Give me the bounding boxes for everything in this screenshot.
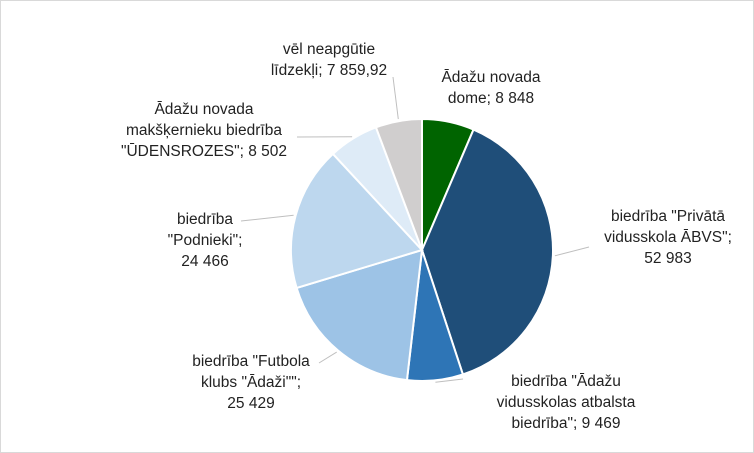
pie-slice-4 [290,152,424,290]
slice-label-line: klubs "Ādaži""; [200,374,302,391]
slice-label-line: biedrība "Privātā [610,208,726,225]
slice-label-3: biedrība "Futbola klubs "Ādaži""; 25 429 [176,351,326,414]
leader-line-6 [392,76,399,120]
slice-label-line: biedrība"; 9 469 [511,415,621,432]
slice-label-5: Ādažu novada makšķernieku biedrība "ŪDENSR… [109,99,299,162]
slice-label-line: līdzekļi; 7 859,92 [270,62,388,79]
slice-label-line: Ādažu novada [441,69,541,86]
slice-label-line: vidusskola ĀBVS"; [604,229,732,246]
slice-label-line: dome; 8 848 [447,90,535,107]
pie-slice-6 [374,117,423,251]
slice-label-line: biedrība [176,211,233,228]
slice-label-6: vēl neapgūtie līdzekļi; 7 859,92 [251,39,407,81]
slice-label-line: makšķernieku biedrība [126,122,282,139]
pie-slice-1 [420,128,554,376]
slice-label-line: "ŪDENSROZES"; 8 502 [120,143,288,160]
slice-label-line: "Podnieki"; [167,232,243,249]
leader-line-4 [240,214,294,222]
slice-label-0: Ādažu novada dome; 8 848 [431,67,551,109]
slice-label-line: 25 429 [227,395,275,412]
slice-label-line: vēl neapgūtie [282,41,376,58]
slice-label-2: biedrība "Ādažu vidusskolas atbalsta biedr… [481,371,651,434]
slice-label-line: Ādažu novada [154,101,254,118]
slice-label-line: 52 983 [644,250,692,267]
slice-label-line: biedrība "Futbola [192,353,310,370]
leader-line-3 [318,351,337,364]
slice-label-1: biedrība "Privātā vidusskola ĀBVS"; 52 983 [595,206,741,269]
slice-label-4: biedrība "Podnieki"; 24 466 [153,209,257,272]
pie-slice-3 [295,248,424,382]
slice-label-line: vidusskolas atbalsta [496,394,636,411]
slice-label-line: biedrība "Ādažu [511,373,621,390]
leader-line-2 [435,378,464,383]
leader-line-1 [554,246,590,257]
slice-label-line: 24 466 [181,253,229,270]
